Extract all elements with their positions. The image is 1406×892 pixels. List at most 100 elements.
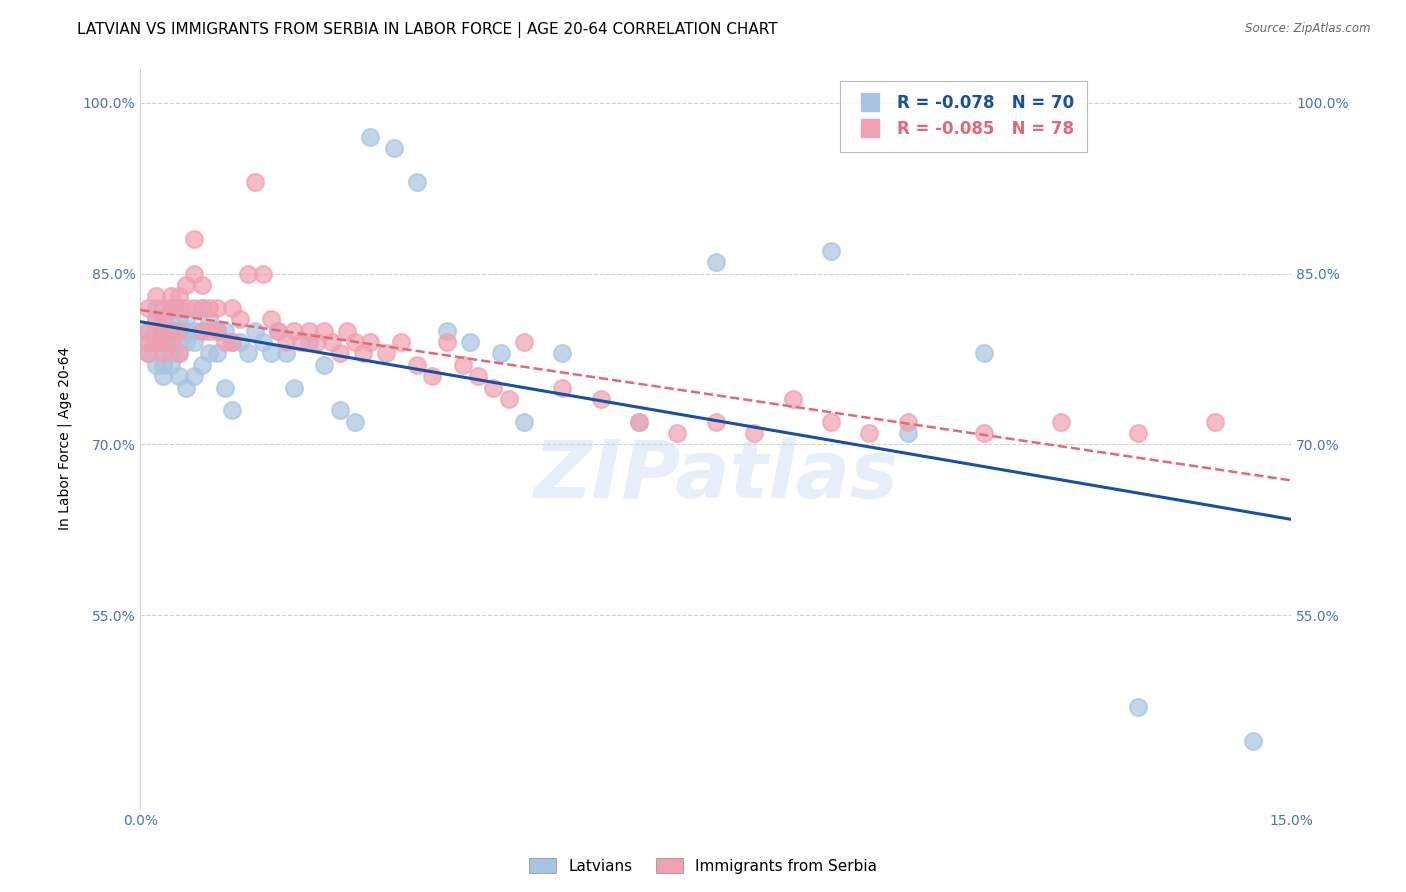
Point — [183, 369, 205, 384]
Point — [145, 334, 167, 349]
Point — [513, 415, 536, 429]
Point — [176, 301, 198, 315]
Point — [360, 334, 382, 349]
Point — [205, 346, 228, 360]
Point — [236, 346, 259, 360]
Point — [221, 334, 243, 349]
Point — [145, 301, 167, 315]
Point — [314, 358, 336, 372]
Point — [152, 346, 174, 360]
Point — [136, 346, 159, 360]
Point — [190, 277, 212, 292]
Point — [321, 334, 343, 349]
Point — [167, 334, 190, 349]
Point — [374, 346, 396, 360]
Point — [973, 426, 995, 441]
Point — [167, 301, 190, 315]
Point — [214, 380, 236, 394]
Point — [1204, 415, 1226, 429]
Point — [458, 334, 481, 349]
Point — [405, 176, 427, 190]
Point — [704, 255, 727, 269]
Point — [205, 324, 228, 338]
Point — [176, 312, 198, 326]
Point — [136, 346, 159, 360]
Point — [205, 324, 228, 338]
Point — [190, 301, 212, 315]
Point — [145, 312, 167, 326]
Point — [245, 176, 267, 190]
Point — [1241, 733, 1264, 747]
Point — [742, 426, 765, 441]
Point — [405, 358, 427, 372]
Legend: Latvians, Immigrants from Serbia: Latvians, Immigrants from Serbia — [523, 852, 883, 880]
Text: LATVIAN VS IMMIGRANTS FROM SERBIA IN LABOR FORCE | AGE 20-64 CORRELATION CHART: LATVIAN VS IMMIGRANTS FROM SERBIA IN LAB… — [77, 22, 778, 38]
Point — [489, 346, 512, 360]
Point — [236, 267, 259, 281]
Point — [145, 324, 167, 338]
Point — [152, 312, 174, 326]
Point — [190, 324, 212, 338]
Point — [221, 301, 243, 315]
Point — [160, 358, 183, 372]
Point — [344, 334, 367, 349]
Point — [183, 334, 205, 349]
Point — [136, 334, 159, 349]
Point — [436, 324, 458, 338]
Point — [589, 392, 612, 406]
Point — [183, 324, 205, 338]
Point — [160, 346, 183, 360]
Point — [314, 324, 336, 338]
Point — [152, 324, 174, 338]
Point — [152, 301, 174, 315]
Point — [167, 324, 190, 338]
Point — [198, 324, 221, 338]
Point — [897, 426, 920, 441]
Point — [190, 324, 212, 338]
Point — [145, 358, 167, 372]
Point — [305, 334, 328, 349]
Point — [176, 334, 198, 349]
Point — [360, 129, 382, 144]
Point — [190, 358, 212, 372]
Point — [382, 141, 405, 155]
Point — [167, 301, 190, 315]
Point — [252, 267, 274, 281]
Point — [160, 301, 183, 315]
Point — [167, 346, 190, 360]
Point — [482, 380, 505, 394]
Point — [136, 324, 159, 338]
Point — [205, 301, 228, 315]
Point — [666, 426, 689, 441]
Point — [145, 312, 167, 326]
Point — [136, 301, 159, 315]
Point — [820, 244, 842, 258]
Y-axis label: In Labor Force | Age 20-64: In Labor Force | Age 20-64 — [58, 347, 72, 531]
Point — [229, 312, 252, 326]
Point — [267, 324, 290, 338]
Point — [498, 392, 520, 406]
Point — [551, 380, 574, 394]
Point — [152, 312, 174, 326]
Point — [897, 415, 920, 429]
Point — [973, 346, 995, 360]
Point — [176, 324, 198, 338]
Point — [160, 289, 183, 303]
Point — [344, 415, 367, 429]
Point — [160, 334, 183, 349]
Point — [467, 369, 489, 384]
Point — [1050, 415, 1073, 429]
Point — [329, 346, 352, 360]
Legend: R = -0.078   N = 70, R = -0.085   N = 78: R = -0.078 N = 70, R = -0.085 N = 78 — [841, 80, 1087, 152]
Point — [167, 324, 190, 338]
Point — [183, 232, 205, 246]
Point — [160, 312, 183, 326]
Point — [221, 403, 243, 417]
Point — [782, 392, 804, 406]
Point — [420, 369, 443, 384]
Point — [245, 324, 267, 338]
Point — [436, 334, 458, 349]
Text: ZIPatlas: ZIPatlas — [533, 437, 898, 515]
Point — [152, 369, 174, 384]
Point — [352, 346, 374, 360]
